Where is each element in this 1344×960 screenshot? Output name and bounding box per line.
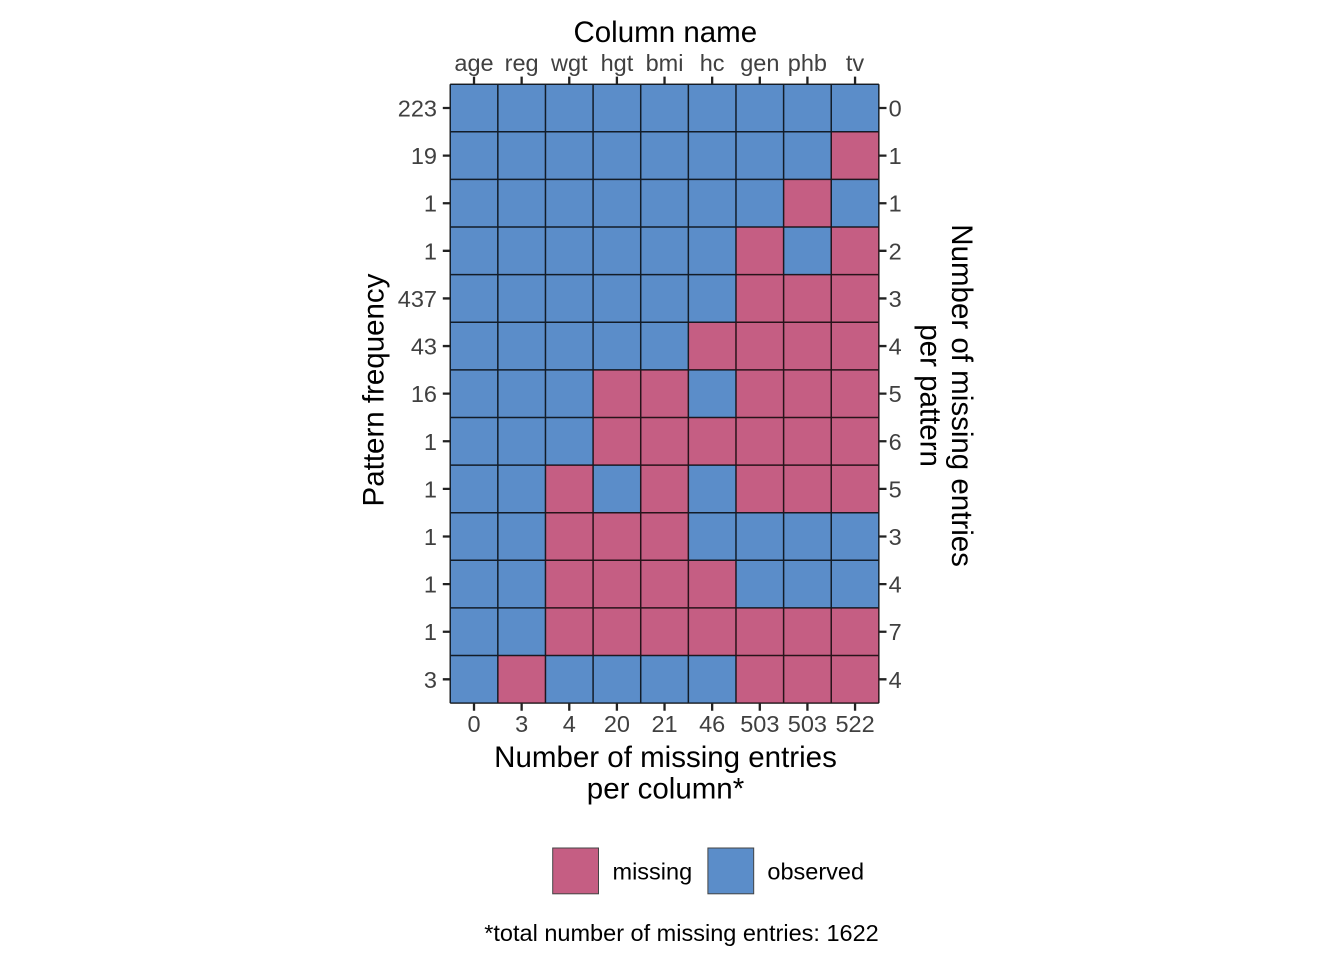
svg-text:1: 1 <box>424 238 437 264</box>
svg-text:7: 7 <box>889 619 902 645</box>
svg-text:43: 43 <box>411 334 437 360</box>
svg-text:wgt: wgt <box>550 50 588 76</box>
svg-text:1: 1 <box>424 619 437 645</box>
svg-text:503: 503 <box>740 711 779 737</box>
svg-text:Column name: Column name <box>573 16 757 49</box>
svg-text:per pattern: per pattern <box>914 324 947 467</box>
svg-text:*total number of missing entri: *total number of missing entries: 1622 <box>484 920 879 946</box>
svg-text:3: 3 <box>889 524 902 550</box>
svg-text:522: 522 <box>835 711 874 737</box>
svg-text:1: 1 <box>424 191 437 217</box>
svg-text:1: 1 <box>424 572 437 598</box>
svg-text:hc: hc <box>700 50 725 76</box>
svg-text:1: 1 <box>889 191 902 217</box>
svg-text:46: 46 <box>699 711 725 737</box>
svg-text:3: 3 <box>889 286 902 312</box>
svg-text:21: 21 <box>651 711 677 737</box>
svg-text:1: 1 <box>424 476 437 502</box>
svg-text:3: 3 <box>424 667 437 693</box>
svg-text:age: age <box>454 50 493 76</box>
svg-text:5: 5 <box>889 381 902 407</box>
svg-text:4: 4 <box>563 711 576 737</box>
svg-text:tv: tv <box>846 50 865 76</box>
svg-text:Number of missing entries: Number of missing entries <box>494 741 837 774</box>
svg-text:20: 20 <box>604 711 630 737</box>
svg-text:observed: observed <box>767 858 864 884</box>
svg-text:437: 437 <box>398 286 437 312</box>
svg-text:missing: missing <box>613 858 693 884</box>
svg-text:4: 4 <box>889 572 902 598</box>
svg-text:bmi: bmi <box>646 50 684 76</box>
svg-text:2: 2 <box>889 238 902 264</box>
svg-text:per column*: per column* <box>587 773 745 806</box>
svg-text:4: 4 <box>889 667 902 693</box>
svg-text:reg: reg <box>505 50 539 76</box>
svg-text:1: 1 <box>889 143 902 169</box>
svg-text:16: 16 <box>411 381 437 407</box>
svg-text:6: 6 <box>889 429 902 455</box>
svg-text:4: 4 <box>889 334 902 360</box>
svg-text:5: 5 <box>889 476 902 502</box>
svg-text:0: 0 <box>889 96 902 122</box>
svg-text:phb: phb <box>788 50 827 76</box>
svg-text:1: 1 <box>424 524 437 550</box>
svg-text:223: 223 <box>398 96 437 122</box>
svg-text:Number of missing entries: Number of missing entries <box>945 224 978 567</box>
svg-text:hgt: hgt <box>601 50 634 76</box>
svg-text:3: 3 <box>515 711 528 737</box>
svg-text:1: 1 <box>424 429 437 455</box>
svg-text:0: 0 <box>467 711 480 737</box>
svg-text:gen: gen <box>740 50 779 76</box>
svg-text:503: 503 <box>788 711 827 737</box>
svg-text:19: 19 <box>411 143 437 169</box>
svg-text:Pattern frequency: Pattern frequency <box>358 273 391 506</box>
